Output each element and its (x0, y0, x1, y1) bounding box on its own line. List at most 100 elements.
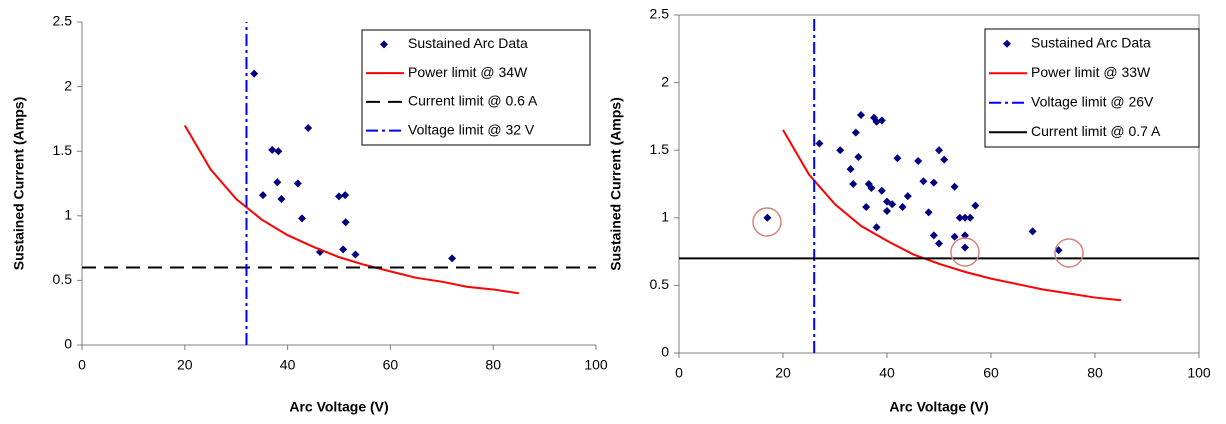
data-point (919, 177, 928, 186)
data-point (877, 186, 886, 195)
data-point (940, 155, 949, 164)
legend-label: Sustained Arc Data (408, 35, 528, 51)
x-tick-label: 60 (983, 365, 999, 381)
data-point (448, 254, 457, 263)
data-point (857, 111, 865, 120)
x-tick-label: 100 (584, 357, 608, 373)
x-tick-label: 40 (879, 365, 895, 381)
data-point (854, 152, 863, 161)
y-tick-label: 0.5 (53, 271, 73, 287)
right-chart: 0 0.5 1 1.5 2 2.5 0 20 40 60 80 100 Arc Voltage (V) S… (608, 6, 1211, 415)
x-tick-label: 80 (1087, 365, 1103, 381)
y-tick-label: 0 (661, 344, 669, 360)
data-point (903, 192, 912, 201)
data-point (341, 191, 350, 200)
data-point (935, 146, 943, 155)
legend-marker (1003, 39, 1011, 48)
data-point (935, 239, 943, 248)
y-tick-label: 1.5 (53, 142, 73, 158)
x-tick-label: 0 (675, 365, 683, 381)
data-point (274, 147, 283, 156)
data-point (293, 179, 302, 188)
y-tick-label: 0.5 (650, 276, 670, 292)
series-line (782, 129, 1122, 302)
x-tick-label: 80 (485, 357, 501, 373)
series-line (183, 124, 520, 295)
legend-label: Current limit @ 0.6 A (408, 93, 538, 109)
data-point (971, 201, 980, 210)
data-point (851, 128, 860, 137)
data-point (836, 146, 845, 155)
data-point (268, 145, 277, 154)
data-point (867, 184, 876, 193)
data-point (763, 213, 772, 222)
data-point (1054, 246, 1063, 255)
data-point (849, 180, 858, 188)
legend-label: Voltage limit @ 26V (1031, 93, 1154, 109)
x-axis-title: Arc Voltage (V) (889, 399, 988, 415)
data-point (950, 232, 959, 241)
data-point (898, 202, 907, 211)
y-tick-label: 0 (64, 336, 72, 352)
data-point (351, 250, 360, 259)
highlight-circle (1054, 238, 1084, 268)
legend-label: Power limit @ 34W (408, 64, 528, 80)
legend-label: Sustained Arc Data (1031, 34, 1151, 50)
highlight-circle (950, 237, 980, 267)
y-tick-label: 1.5 (650, 141, 670, 157)
y-axis-title: Sustained Current (Amps) (608, 97, 624, 270)
data-point (250, 69, 259, 78)
highlight-circle (752, 207, 782, 237)
data-point (258, 191, 267, 200)
data-point (929, 231, 938, 240)
legend-box (984, 28, 1200, 148)
data-point (950, 182, 959, 191)
data-point (966, 213, 975, 222)
data-point (335, 192, 343, 201)
data-point (883, 207, 891, 216)
data-point (961, 243, 969, 252)
data-point (914, 157, 923, 166)
data-point (929, 178, 938, 187)
data-point (961, 213, 969, 222)
y-tick-label: 1 (64, 207, 72, 223)
left-chart: 0 0.5 1 1.5 2 2.5 0 20 40 60 80 100 Arc Voltage (V) S… (11, 13, 608, 415)
data-point (341, 218, 350, 227)
data-point (815, 139, 824, 148)
data-point (862, 202, 871, 211)
y-tick-label: 1 (661, 209, 669, 225)
data-point (304, 123, 313, 132)
legend-marker (380, 40, 388, 49)
data-point (924, 208, 933, 217)
x-tick-label: 20 (775, 365, 791, 381)
data-point (846, 165, 855, 174)
data-point (888, 200, 897, 209)
x-axis-title: Arc Voltage (V) (289, 399, 388, 415)
data-point (893, 154, 902, 163)
data-point (877, 116, 886, 125)
x-tick-label: 100 (1187, 365, 1211, 381)
y-tick-label: 2 (64, 77, 72, 93)
y-tick-label: 2.5 (53, 13, 73, 29)
legend-label: Current limit @ 0.7 A (1031, 123, 1161, 139)
legend-label: Voltage limit @ 32 V (408, 121, 535, 137)
highlight-circles (752, 207, 1084, 268)
x-tick-label: 40 (280, 357, 296, 373)
x-tick-label: 60 (383, 357, 399, 373)
data-point (297, 214, 306, 223)
y-tick-label: 2 (661, 73, 669, 89)
data-point (273, 178, 282, 187)
y-tick-label: 2.5 (650, 6, 670, 22)
data-point (955, 213, 964, 222)
data-point (1028, 227, 1037, 236)
y-axis-title: Sustained Current (Amps) (11, 97, 27, 270)
x-tick-label: 20 (177, 357, 193, 373)
legend-label: Power limit @ 33W (1031, 64, 1151, 80)
data-point (277, 195, 286, 204)
legend-box (361, 29, 591, 146)
x-tick-label: 0 (78, 357, 86, 373)
data-point (339, 245, 348, 254)
data-point (872, 223, 881, 232)
data-point (961, 231, 969, 240)
